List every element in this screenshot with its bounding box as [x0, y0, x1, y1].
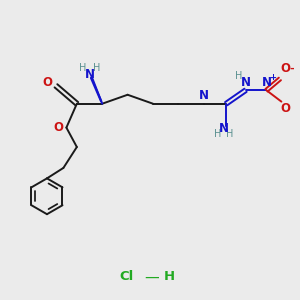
Text: N: N: [85, 68, 95, 81]
Text: H: H: [226, 129, 233, 139]
Text: N: N: [241, 76, 250, 89]
Text: H: H: [94, 64, 101, 74]
Text: O: O: [280, 62, 290, 75]
Text: H: H: [79, 64, 86, 74]
Text: -: -: [290, 64, 294, 74]
Text: O: O: [280, 102, 290, 115]
Text: Cl: Cl: [119, 270, 133, 284]
Text: —: —: [144, 269, 159, 284]
Text: N: N: [262, 76, 272, 89]
Text: +: +: [269, 73, 276, 82]
Text: H: H: [214, 129, 221, 139]
Text: N: N: [219, 122, 229, 135]
Text: N: N: [199, 89, 209, 102]
Text: H: H: [235, 71, 243, 81]
Text: H: H: [164, 270, 175, 284]
Text: O: O: [53, 121, 63, 134]
Text: O: O: [43, 76, 52, 89]
